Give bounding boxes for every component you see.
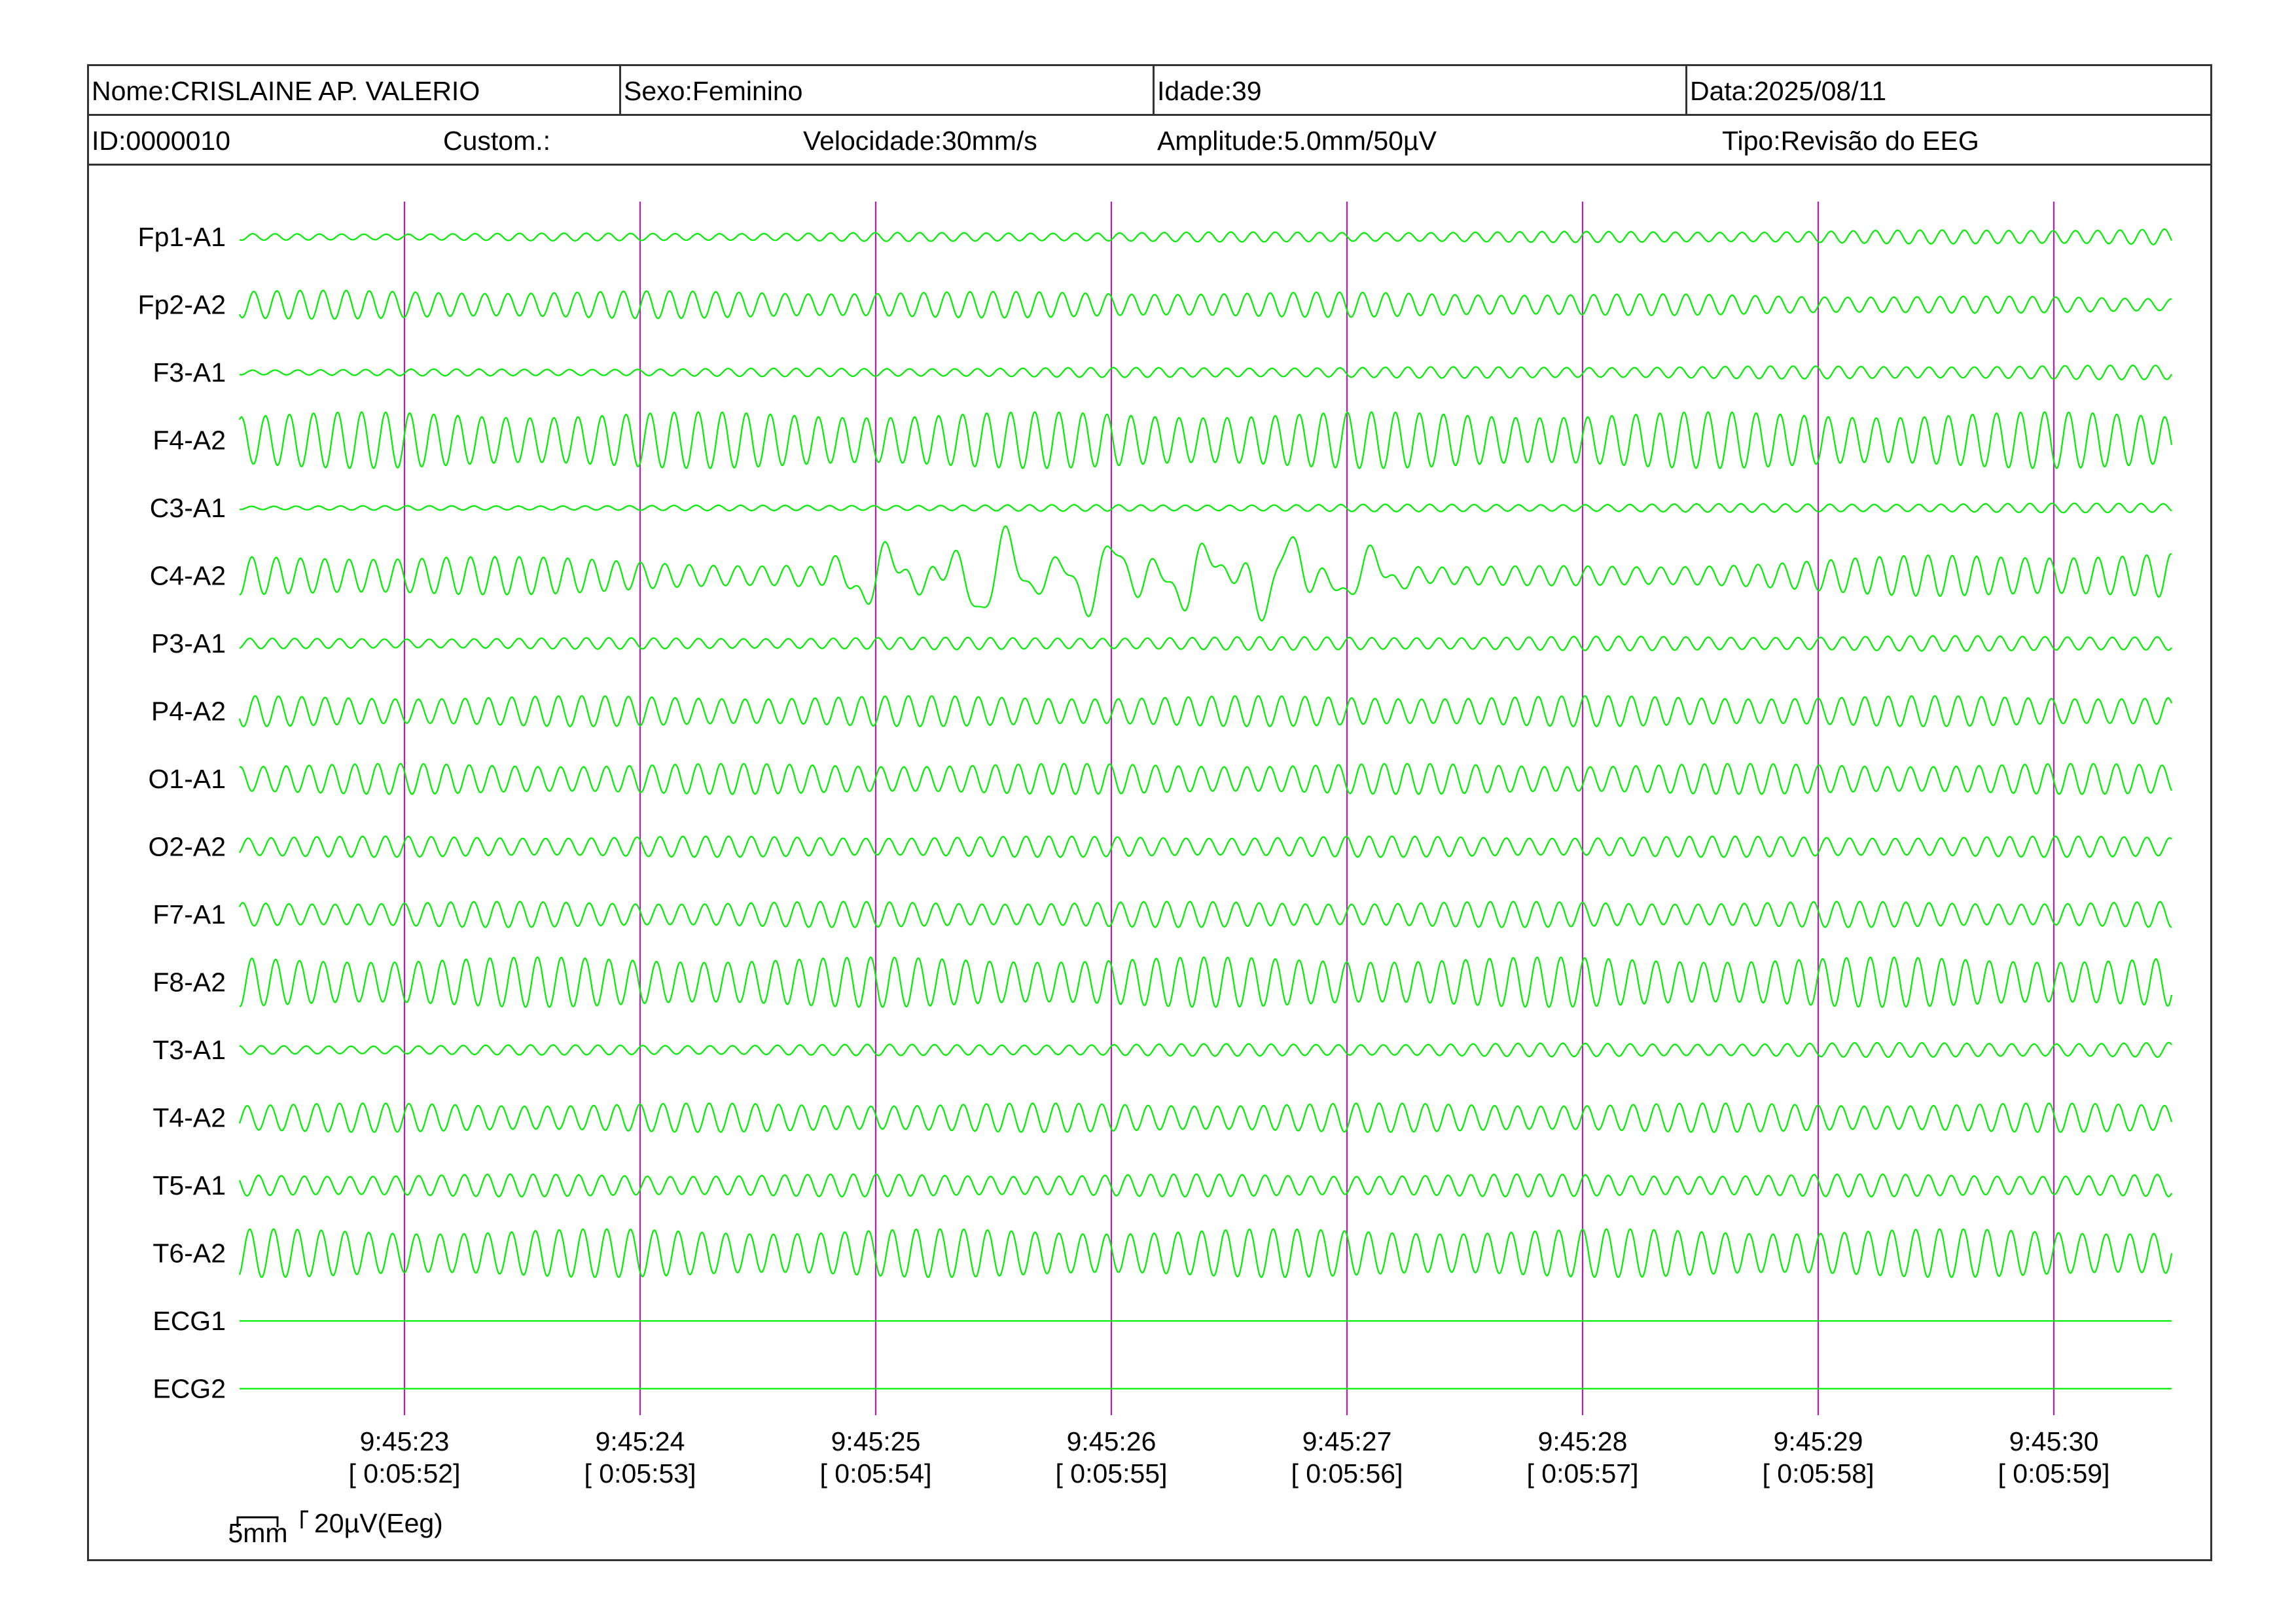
time-elapsed-label: [ 0:05:59] (1998, 1458, 2110, 1489)
channel-label: F4-A2 (152, 425, 226, 456)
eeg-report-frame: Nome:CRISLAINE AP. VALERIO Sexo:Feminino… (87, 64, 2212, 1561)
time-elapsed-label: [ 0:05:57] (1527, 1458, 1639, 1489)
channel-label: C4-A2 (150, 561, 226, 591)
eeg-traces (238, 228, 2173, 1390)
time-clock-label: 9:45:27 (1302, 1426, 1392, 1456)
patient-name: Nome:CRISLAINE AP. VALERIO (89, 66, 621, 114)
channel-label: Fp1-A1 (138, 222, 226, 252)
calibration-scale: 5mm 20µV(Eeg) (228, 1508, 442, 1548)
channel-label: C3-A1 (150, 493, 226, 523)
channel-label: O1-A1 (149, 764, 226, 794)
eeg-trace (238, 901, 2172, 928)
channel-label: F8-A2 (152, 967, 226, 998)
time-elapsed-label: [ 0:05:58] (1763, 1458, 1874, 1489)
channel-label: T4-A2 (152, 1103, 226, 1133)
eeg-trace (239, 635, 2172, 652)
paper-speed: Velocidade:30mm/s (803, 126, 1037, 156)
channel-label: T5-A1 (152, 1170, 226, 1200)
eeg-trace (239, 502, 2172, 514)
eeg-trace (239, 289, 2172, 320)
amp-scale-bracket (300, 1510, 308, 1528)
eeg-trace (238, 1173, 2172, 1198)
patient-id: ID:0000010 (92, 126, 231, 156)
eeg-trace (240, 956, 2173, 1008)
eeg-trace (239, 364, 2172, 381)
eeg-trace (238, 1228, 2173, 1278)
time-clock-label: 9:45:29 (1774, 1426, 1863, 1456)
patient-age: Idade:39 (1155, 66, 1687, 114)
time-clock-label: 9:45:30 (2009, 1426, 2099, 1456)
channel-label: ECG2 (152, 1374, 226, 1404)
time-clock-label: 9:45:26 (1067, 1426, 1157, 1456)
time-elapsed-label: [ 0:05:54] (820, 1458, 932, 1489)
eeg-trace (239, 228, 2172, 245)
eeg-trace (238, 1102, 2173, 1133)
channel-label: F7-A1 (152, 899, 226, 929)
channel-labels: Fp1-A1 Fp2-A2 F3-A1 F4-A2 C3-A1 C4-A2 P3-A1 P4-… (138, 222, 226, 1404)
header-row-exam: ID:0000010 Custom.: Velocidade:30mm/s Am… (89, 116, 2210, 166)
eeg-trace (239, 763, 2172, 795)
time-clock-label: 9:45:25 (831, 1426, 921, 1456)
custom-field: Custom.: (443, 126, 551, 156)
time-clock-label: 9:45:28 (1538, 1426, 1628, 1456)
channel-label: F3-A1 (152, 357, 226, 388)
eeg-trace (238, 695, 2173, 728)
channel-label: P3-A1 (151, 628, 226, 659)
channel-label: T6-A2 (152, 1238, 226, 1269)
patient-sex: Sexo:Feminino (621, 66, 1155, 114)
exam-date: Data:2025/08/11 (1690, 76, 1887, 106)
time-scale-bracket (236, 1516, 279, 1527)
channel-label: T3-A1 (152, 1035, 226, 1065)
time-axis-labels: 9:45:23[ 0:05:52] 9:45:24[ 0:05:53] 9:45:2… (349, 1426, 2110, 1489)
eeg-trace (239, 835, 2172, 858)
eeg-trace (239, 525, 2172, 622)
eeg-trace (239, 1041, 2172, 1058)
channel-label: Fp2-A2 (138, 290, 226, 320)
time-elapsed-label: [ 0:05:56] (1291, 1458, 1403, 1489)
time-elapsed-label: [ 0:05:55] (1056, 1458, 1168, 1489)
time-elapsed-label: [ 0:05:52] (349, 1458, 461, 1489)
time-scale-label: 5mm (228, 1518, 287, 1548)
eeg-trace (238, 411, 2173, 469)
channel-label: ECG1 (152, 1306, 226, 1336)
time-clock-label: 9:45:23 (360, 1426, 450, 1456)
amplitude-setting: Amplitude:5.0mm/50µV (1157, 126, 1437, 156)
amp-scale-label: 20µV(Eeg) (314, 1508, 443, 1538)
time-elapsed-label: [ 0:05:53] (584, 1458, 696, 1489)
channel-label: O2-A2 (149, 832, 226, 862)
time-clock-label: 9:45:24 (596, 1426, 685, 1456)
second-marker-lines (404, 202, 2054, 1415)
exam-type: Tipo:Revisão do EEG (1722, 126, 1979, 156)
header-row-patient: Nome:CRISLAINE AP. VALERIO Sexo:Feminino… (89, 66, 2210, 116)
channel-label: P4-A2 (151, 696, 226, 727)
